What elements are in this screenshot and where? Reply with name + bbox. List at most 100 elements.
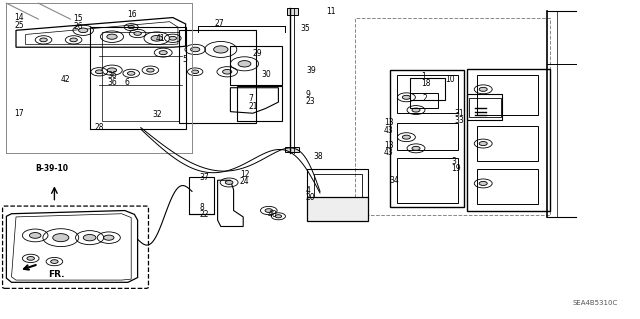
Circle shape (479, 142, 487, 145)
Text: 30: 30 (261, 70, 271, 79)
Circle shape (134, 32, 141, 35)
Circle shape (147, 68, 154, 72)
Text: 15: 15 (74, 14, 83, 23)
Circle shape (27, 256, 35, 260)
Text: 21: 21 (248, 102, 258, 111)
Circle shape (95, 70, 103, 74)
Text: 36: 36 (108, 78, 117, 87)
Text: 17: 17 (14, 109, 24, 118)
Circle shape (29, 233, 41, 238)
Bar (467, 94, 502, 120)
Text: 38: 38 (314, 152, 323, 161)
Circle shape (108, 68, 116, 72)
Bar (467, 69, 550, 211)
Text: 7: 7 (248, 94, 253, 103)
Bar (189, 177, 214, 214)
Text: 43: 43 (384, 148, 394, 157)
Circle shape (52, 234, 69, 242)
Bar (477, 75, 538, 115)
Circle shape (214, 46, 228, 53)
Text: 4: 4 (306, 186, 311, 195)
Circle shape (107, 34, 117, 39)
Text: 20: 20 (306, 193, 316, 202)
Bar (230, 46, 282, 85)
Text: 13: 13 (384, 118, 394, 127)
Bar (314, 174, 362, 198)
Bar (410, 93, 438, 108)
Text: 2: 2 (422, 94, 427, 103)
Text: 14: 14 (14, 13, 24, 22)
Circle shape (225, 181, 233, 184)
Text: 40: 40 (268, 210, 277, 219)
Circle shape (403, 95, 410, 99)
Bar (390, 70, 464, 207)
Circle shape (479, 182, 487, 185)
Text: 35: 35 (301, 24, 310, 33)
Text: 6: 6 (125, 78, 130, 87)
Text: 43: 43 (384, 126, 394, 135)
Text: 9: 9 (306, 90, 311, 99)
Text: 11: 11 (326, 7, 336, 16)
Circle shape (479, 87, 487, 91)
Circle shape (159, 51, 167, 55)
Text: 1: 1 (421, 72, 426, 81)
Circle shape (191, 47, 200, 52)
Text: 8: 8 (200, 203, 204, 212)
Text: 16: 16 (127, 10, 136, 19)
Bar (477, 126, 538, 161)
Text: 42: 42 (61, 75, 70, 84)
Circle shape (151, 35, 163, 41)
Text: 5: 5 (182, 55, 188, 63)
Text: 23: 23 (306, 97, 316, 106)
Text: 29: 29 (253, 49, 262, 58)
Bar (397, 158, 458, 203)
Bar (90, 27, 186, 129)
Circle shape (127, 71, 135, 75)
Text: FR.: FR. (48, 270, 65, 279)
Text: 10: 10 (445, 75, 454, 84)
Bar (410, 78, 445, 100)
Bar (307, 197, 368, 221)
Text: 24: 24 (240, 177, 250, 186)
Text: 3: 3 (451, 157, 456, 166)
Text: 32: 32 (152, 110, 162, 119)
Text: 18: 18 (421, 79, 431, 88)
Circle shape (412, 108, 420, 112)
Text: 12: 12 (240, 170, 250, 179)
Bar (469, 98, 501, 117)
Text: 36: 36 (108, 71, 117, 80)
Text: 34: 34 (389, 176, 399, 185)
Circle shape (40, 38, 47, 42)
Text: 27: 27 (214, 19, 224, 28)
Circle shape (403, 135, 410, 139)
Text: 37: 37 (200, 173, 209, 182)
Circle shape (238, 61, 251, 67)
Circle shape (169, 36, 177, 40)
Circle shape (51, 260, 58, 263)
Circle shape (275, 215, 282, 218)
Text: 19: 19 (451, 164, 461, 173)
Bar (397, 75, 458, 113)
Bar (237, 86, 282, 121)
Bar (355, 18, 550, 215)
Bar (102, 32, 179, 121)
Circle shape (192, 70, 198, 73)
Circle shape (223, 70, 232, 74)
Text: 25: 25 (14, 21, 24, 30)
Text: 31: 31 (454, 109, 464, 118)
Text: SEA4B5310C: SEA4B5310C (572, 300, 618, 306)
Bar (179, 30, 256, 123)
Circle shape (412, 146, 420, 150)
Circle shape (70, 38, 77, 42)
Circle shape (83, 234, 96, 241)
Text: 26: 26 (74, 22, 83, 31)
Text: 13: 13 (384, 141, 394, 150)
Circle shape (104, 235, 114, 240)
Circle shape (79, 28, 88, 33)
Bar (307, 169, 368, 199)
Bar (285, 147, 299, 152)
Text: 22: 22 (200, 210, 209, 219)
Circle shape (265, 209, 273, 212)
Text: 39: 39 (306, 66, 316, 75)
Bar (397, 123, 458, 150)
